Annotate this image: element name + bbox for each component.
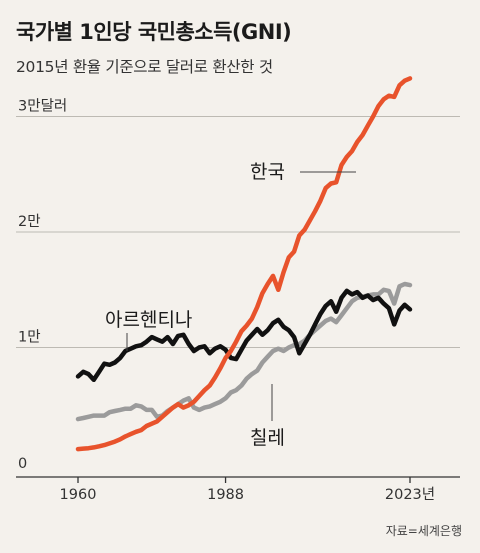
gridlines xyxy=(16,116,460,348)
y-tick-label: 3만달러 xyxy=(18,98,67,115)
y-tick-label: 2만 xyxy=(18,213,41,230)
series-label-argentina: 아르헨티나 xyxy=(105,309,192,331)
x-axis: 1960 1988 2023년 xyxy=(16,476,460,503)
series-lines xyxy=(75,76,413,452)
x-tick-label: 2023년 xyxy=(385,486,435,503)
x-tick-label: 1988 xyxy=(207,487,244,503)
chart-subtitle: 2015년 환율 기준으로 달러로 환산한 것 xyxy=(16,58,273,76)
series-line-chile xyxy=(75,281,413,422)
y-tick-label: 1만 xyxy=(18,329,41,346)
series-label-korea: 한국 xyxy=(250,161,285,183)
x-tick-label: 1960 xyxy=(60,487,97,503)
y-axis-labels: 0 1만 2만 3만달러 xyxy=(18,98,67,473)
y-tick-label: 0 xyxy=(18,456,27,472)
series-line-argentina xyxy=(75,288,413,383)
data-source: 자료=세계은행 xyxy=(385,524,462,538)
series-line-korea xyxy=(75,76,413,452)
chart-title: 국가별 1인당 국민총소득(GNI) xyxy=(16,20,292,44)
series-label-chile: 칠레 xyxy=(250,427,285,449)
